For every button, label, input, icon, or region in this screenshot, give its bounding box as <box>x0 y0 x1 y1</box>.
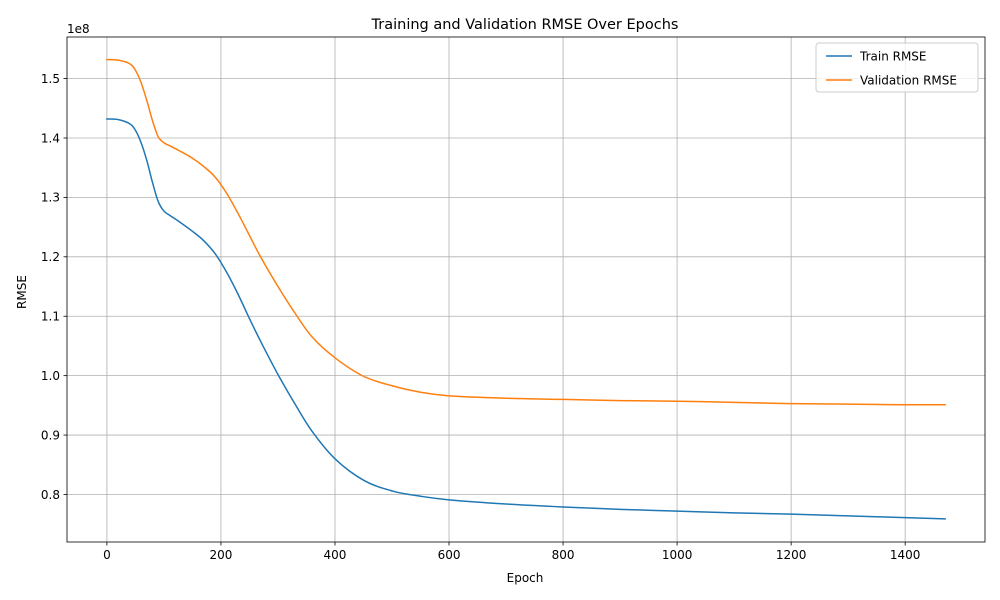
x-tick-label: 1400 <box>890 548 921 562</box>
x-tick-label: 800 <box>552 548 575 562</box>
y-tick-label: 1.4 <box>41 131 60 145</box>
series-line-validation-rmse <box>106 58 946 406</box>
y-axis-label: RMSE <box>15 275 29 309</box>
plot-frame <box>66 36 986 543</box>
y-tick-label: 1.0 <box>41 369 60 383</box>
series-layer <box>106 58 946 520</box>
chart-title: Training and Validation RMSE Over Epochs <box>371 17 679 33</box>
x-tick-label: 600 <box>438 548 461 562</box>
series-line-train-rmse <box>106 118 946 520</box>
grid <box>67 37 985 542</box>
y-tick-label: 1.3 <box>41 191 60 205</box>
y-tick-label: 1.5 <box>41 72 60 86</box>
x-tick-label: 1200 <box>776 548 807 562</box>
legend-label-validation: Validation RMSE <box>860 74 957 88</box>
x-tick-label: 200 <box>209 548 232 562</box>
x-tick-label: 0 <box>103 548 111 562</box>
y-tick-label: 0.8 <box>41 488 60 502</box>
y-axis-offset-label: 1e8 <box>67 22 90 36</box>
x-axis-label: Epoch <box>507 571 544 585</box>
y-tick-label: 1.1 <box>41 310 60 324</box>
legend-label-train: Train RMSE <box>859 50 927 64</box>
tick-layer: 0 200 400 600 800 1000 1200 1400 0.8 0.9 1.0 1.1 1.2… <box>41 72 921 562</box>
legend: Train RMSE Validation RMSE <box>815 42 979 93</box>
x-tick-label: 1000 <box>662 548 693 562</box>
x-tick-label: 400 <box>324 548 347 562</box>
legend-box <box>815 42 979 93</box>
y-tick-label: 0.9 <box>41 428 60 442</box>
y-tick-label: 1.2 <box>41 250 60 264</box>
